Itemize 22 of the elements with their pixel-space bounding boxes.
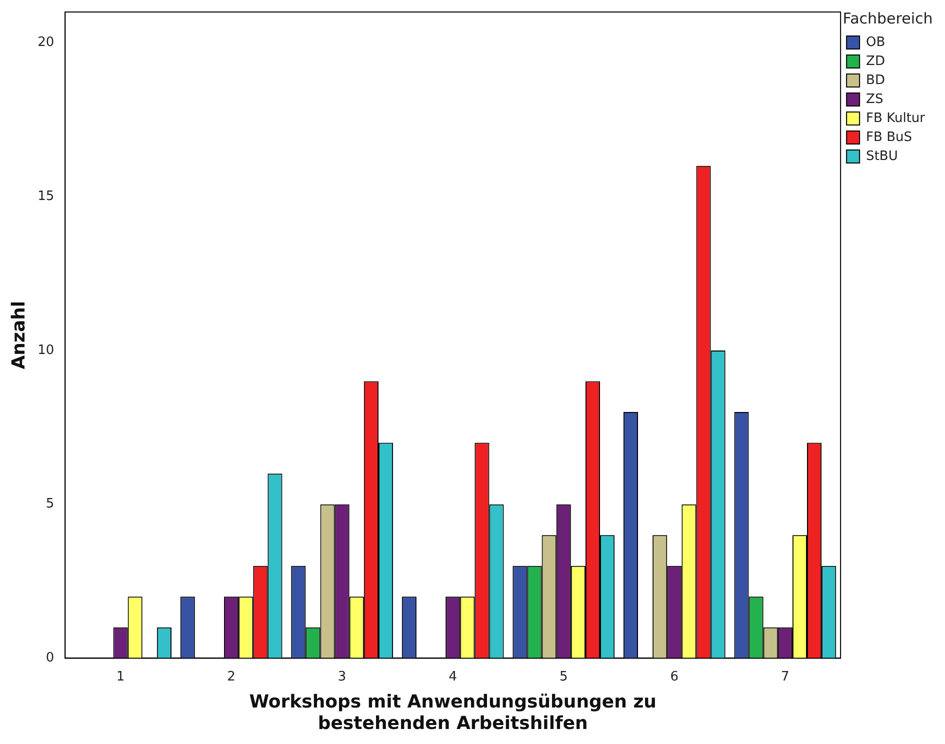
x-tick-label: 4	[448, 669, 457, 684]
legend-title: Fachbereich	[842, 9, 933, 28]
legend-label: ZD	[866, 54, 885, 69]
x-tick-label: 6	[670, 669, 679, 684]
x-tick-label: 5	[559, 669, 568, 684]
x-tick-label: 7	[781, 669, 790, 684]
y-tick-label: 10	[38, 342, 54, 358]
x-tick-label: 2	[227, 669, 236, 684]
y-tick-label: 15	[38, 189, 54, 204]
x-tick-label: 1	[116, 669, 125, 684]
legend-label: StBU	[866, 148, 898, 164]
legend-label: FB BuS	[866, 130, 912, 145]
y-axis-title: Anzahl	[8, 300, 30, 370]
y-tick-label: 5	[46, 496, 54, 512]
legend-label: OB	[866, 34, 886, 50]
x-tick-label: 3	[338, 669, 346, 684]
y-tick-label: 20	[38, 35, 54, 50]
legend-label: ZS	[866, 92, 884, 107]
legend-label: BD	[866, 72, 885, 88]
y-tick-label: 0	[46, 650, 54, 666]
x-axis-title: Workshops mit Anwendungsübungen zu bestehenden Arbeitshilfen	[249, 691, 656, 734]
legend-label: FB Kultur	[866, 110, 926, 126]
